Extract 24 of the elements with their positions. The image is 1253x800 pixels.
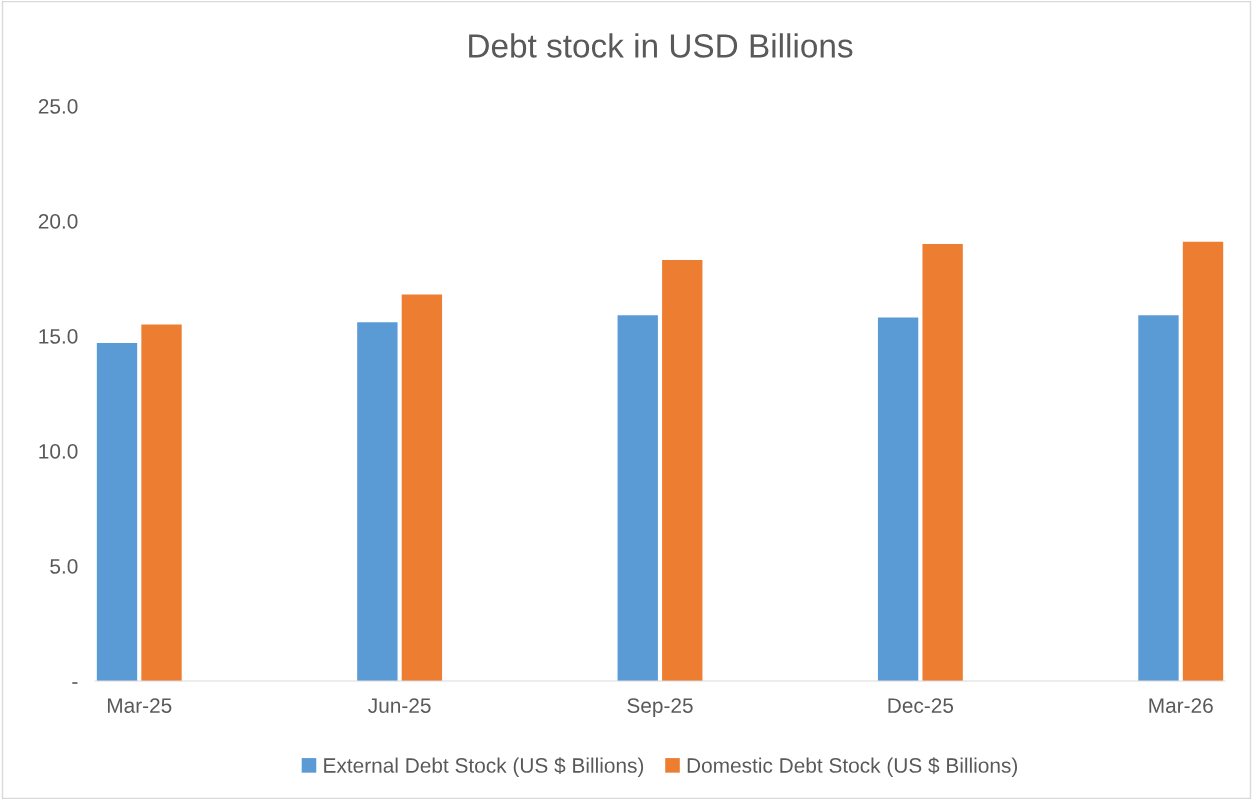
bar [141,324,182,681]
bar [357,322,398,681]
bar [617,315,658,681]
y-tick-label: 15.0 [39,329,78,344]
x-tick-label: Mar-26 [1149,698,1213,713]
y-tick-label: - [72,682,78,684]
y-tick-label: 25.0 [38,99,78,114]
bar [401,294,443,681]
y-tick-label: 10.0 [39,444,78,459]
bar [1138,315,1179,681]
bar [877,317,919,681]
x-tick-label: Dec-25 [888,698,954,713]
y-tick-label: 5.0 [50,559,78,574]
legend-label: External Debt Stock (US $ Billions) [324,757,644,777]
bar [662,260,703,681]
chart-title: Debt stock in USD Billions [469,33,853,58]
x-tick-label: Mar-25 [107,698,172,713]
bar [922,244,963,681]
legend-label: Domestic Debt Stock (US $ Billions) [687,757,1018,777]
y-tick-label: 20.0 [38,214,78,229]
x-tick-label: Jun-25 [368,698,431,713]
bar [1182,241,1224,681]
bar [96,342,138,681]
x-tick-label: Sep-25 [627,698,693,718]
